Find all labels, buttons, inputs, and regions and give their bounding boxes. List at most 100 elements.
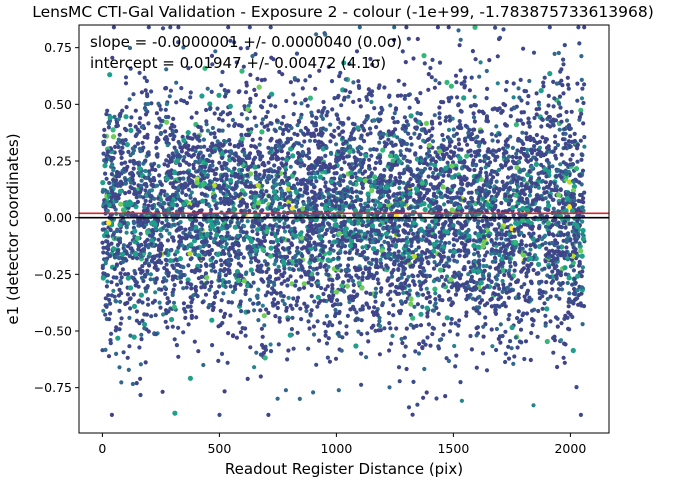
data-point <box>223 273 228 278</box>
data-point <box>547 71 553 77</box>
data-point <box>580 265 586 270</box>
data-point <box>456 248 461 253</box>
data-point <box>517 137 522 142</box>
data-point <box>123 160 128 165</box>
data-point <box>391 227 397 232</box>
data-point <box>571 183 578 190</box>
data-point <box>131 292 136 297</box>
data-point <box>207 287 212 292</box>
data-point <box>565 280 570 286</box>
data-point <box>334 159 339 164</box>
data-point <box>561 91 566 96</box>
data-point <box>248 96 253 101</box>
data-point <box>336 117 341 122</box>
data-point <box>463 219 468 225</box>
data-point <box>518 224 524 229</box>
data-point <box>273 314 278 319</box>
data-point <box>259 326 264 331</box>
data-point <box>143 158 148 163</box>
data-point <box>285 283 290 288</box>
data-point <box>575 159 580 164</box>
data-point <box>118 299 123 304</box>
data-point <box>302 163 307 168</box>
data-point <box>251 301 256 306</box>
data-point <box>296 267 301 272</box>
scatter-points <box>100 24 587 417</box>
data-point <box>262 355 268 361</box>
data-point <box>471 243 477 249</box>
data-point <box>525 101 530 106</box>
data-point <box>248 284 254 289</box>
data-point <box>142 326 147 331</box>
data-point <box>542 266 547 271</box>
data-point <box>153 332 159 337</box>
data-point <box>365 208 371 214</box>
data-point <box>519 188 525 193</box>
data-point <box>507 312 512 318</box>
data-point <box>517 339 523 344</box>
data-point <box>433 301 438 306</box>
data-point <box>165 238 170 243</box>
data-point <box>315 271 320 276</box>
data-point <box>466 284 471 289</box>
data-point <box>561 62 566 67</box>
data-point <box>488 265 493 270</box>
data-point <box>323 329 328 334</box>
data-point <box>243 291 248 297</box>
data-point <box>264 114 269 119</box>
data-point <box>130 255 135 260</box>
data-point <box>560 280 565 286</box>
data-point <box>451 237 456 242</box>
data-point <box>540 117 545 122</box>
data-point <box>550 240 555 246</box>
data-point <box>429 119 434 124</box>
data-point <box>575 98 580 103</box>
data-point <box>574 385 579 390</box>
data-point <box>119 161 124 166</box>
data-point <box>466 250 471 255</box>
data-point <box>432 286 438 292</box>
data-point <box>277 316 282 321</box>
data-point <box>387 94 392 99</box>
data-point <box>489 178 494 183</box>
data-point <box>183 309 188 314</box>
data-point <box>230 117 235 123</box>
data-point <box>103 259 109 264</box>
data-point <box>167 208 172 214</box>
data-point <box>441 263 446 268</box>
data-point <box>426 72 431 77</box>
data-point <box>128 123 133 128</box>
data-point <box>229 300 234 305</box>
data-point <box>135 256 140 261</box>
data-point <box>105 108 110 113</box>
data-point <box>234 60 239 65</box>
data-point <box>576 25 581 30</box>
data-point <box>387 247 392 252</box>
data-point <box>325 221 330 226</box>
data-point <box>437 105 442 110</box>
data-point <box>515 345 520 350</box>
data-point <box>508 264 513 269</box>
data-point <box>355 316 360 321</box>
data-point <box>306 280 311 285</box>
data-point <box>337 74 342 79</box>
data-point <box>176 40 181 45</box>
data-point <box>271 189 277 195</box>
data-point <box>415 111 420 116</box>
data-point <box>146 203 151 208</box>
data-point <box>559 175 564 180</box>
data-point <box>568 264 574 269</box>
data-point <box>365 191 371 197</box>
data-point <box>392 25 397 30</box>
data-point <box>227 184 232 189</box>
data-point <box>372 202 378 208</box>
data-point <box>157 300 162 305</box>
data-point <box>505 143 510 148</box>
data-point <box>191 174 196 179</box>
data-point <box>421 53 427 59</box>
data-point <box>154 226 159 232</box>
data-point <box>439 247 444 253</box>
data-point <box>547 232 552 237</box>
data-point <box>275 248 280 253</box>
data-point <box>472 252 477 257</box>
